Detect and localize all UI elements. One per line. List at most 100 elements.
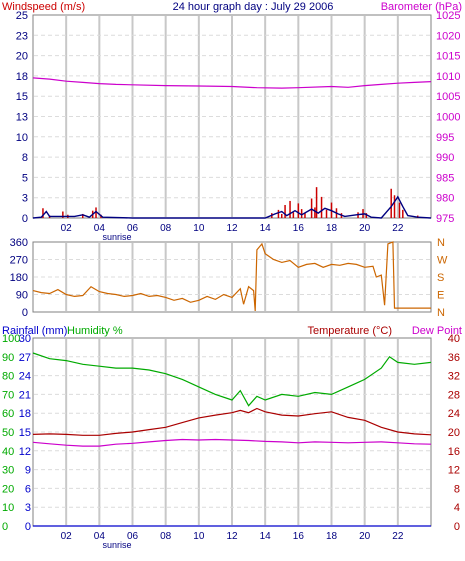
rainfall-axis-title: Rainfall (mm) <box>2 325 67 337</box>
wind-grid <box>34 16 430 217</box>
windspeed-tick-label: 23 <box>16 30 28 42</box>
hour-tick-label: 04 <box>94 531 106 542</box>
hour-tick-label: 02 <box>61 531 73 542</box>
temperature-tick-label: 36 <box>448 352 460 364</box>
hour-tick-label: 14 <box>260 223 272 234</box>
windspeed-tick-label: 20 <box>16 51 28 63</box>
rainfall-tick-label: 9 <box>25 465 31 477</box>
hour-tick-label: 16 <box>293 223 305 234</box>
barometer-axis-title: Barometer (hPa) <box>381 1 462 13</box>
direction-compass-label: W <box>437 255 448 267</box>
barometer-tick-label: 985 <box>436 172 454 184</box>
direction-compass-label: N <box>437 307 445 319</box>
temperature-tick-label: 8 <box>454 483 460 495</box>
climate-grid <box>34 339 430 525</box>
windspeed-tick-label: 10 <box>16 132 28 144</box>
temperature-tick-label: 20 <box>448 427 460 439</box>
temperature-tick-label: 28 <box>448 389 460 401</box>
temperature-tick-label: 24 <box>448 408 460 420</box>
direction-degree-label: 270 <box>10 255 28 267</box>
rainfall-tick-label: 6 <box>25 483 31 495</box>
humidity-axis-title: Humidity % <box>67 325 123 337</box>
windspeed-axis-title: Windspeed (m/s) <box>2 1 85 13</box>
windspeed-tick-label: 5 <box>22 172 28 184</box>
temperature-axis-title: Temperature (°C) <box>308 325 392 337</box>
rainfall-tick-label: 21 <box>19 389 31 401</box>
barometer-tick-label: 1000 <box>436 112 460 124</box>
temperature-tick-label: 4 <box>454 502 460 514</box>
wind-series <box>32 77 432 219</box>
rainfall-tick-label: 27 <box>19 352 31 364</box>
rainfall-tick-label: 24 <box>19 371 31 383</box>
barometer-tick-label: 1020 <box>436 30 460 42</box>
humidity-tick-label: 40 <box>2 446 14 458</box>
barometer-tick-label: 1015 <box>436 51 460 63</box>
barometer-line <box>32 77 432 89</box>
humidity-tick-label: 20 <box>2 483 14 495</box>
axis-ticks: 0358101315182023259759809859909951000100… <box>2 10 460 542</box>
barometer-tick-label: 1005 <box>436 91 460 103</box>
direction-degree-label: 90 <box>16 290 28 302</box>
hour-tick-label: 22 <box>392 223 404 234</box>
temperature-tick-label: 32 <box>448 371 460 383</box>
rainfall-tick-label: 15 <box>19 427 31 439</box>
hour-tick-label: 08 <box>160 223 172 234</box>
temperature-line <box>32 407 432 436</box>
dew-point-line <box>32 438 432 447</box>
rainfall-tick-label: 3 <box>25 502 31 514</box>
barometer-tick-label: 980 <box>436 193 454 205</box>
temperature-tick-label: 40 <box>448 333 460 345</box>
windspeed-tick-label: 3 <box>22 193 28 205</box>
humidity-tick-label: 10 <box>2 502 14 514</box>
hour-tick-label: 18 <box>326 531 338 542</box>
direction-degree-label: 360 <box>10 237 28 249</box>
humidity-tick-label: 0 <box>2 521 8 533</box>
humidity-tick-label: 80 <box>2 371 14 383</box>
hour-tick-label: 18 <box>326 223 338 234</box>
hour-tick-label: 06 <box>127 531 139 542</box>
windspeed-tick-label: 18 <box>16 71 28 83</box>
temperature-tick-label: 16 <box>448 446 460 458</box>
dew-point-axis-title: Dew Point <box>412 325 462 337</box>
gust-line <box>32 195 432 219</box>
windspeed-tick-label: 25 <box>16 10 28 22</box>
windspeed-tick-label: 15 <box>16 91 28 103</box>
temperature-tick-label: 12 <box>448 465 460 477</box>
barometer-tick-label: 975 <box>436 213 454 225</box>
barometer-tick-label: 1010 <box>436 71 460 83</box>
climate-series <box>32 352 432 527</box>
humidity-tick-label: 30 <box>2 465 14 477</box>
direction-degree-label: 0 <box>22 307 28 319</box>
rainfall-tick-label: 18 <box>19 408 31 420</box>
humidity-tick-label: 60 <box>2 408 14 420</box>
hour-tick-label: 02 <box>61 223 73 234</box>
hour-tick-label: 14 <box>260 531 272 542</box>
humidity-line <box>32 352 432 407</box>
hour-tick-label: 10 <box>193 223 205 234</box>
rainfall-tick-label: 12 <box>19 446 31 458</box>
chart-title: 24 hour graph day : July 29 2006 <box>173 1 334 13</box>
hour-tick-label: 12 <box>226 531 238 542</box>
direction-series <box>32 241 431 312</box>
wind-direction-line <box>32 241 431 312</box>
direction-degree-label: 180 <box>10 272 28 284</box>
direction-compass-label: N <box>437 237 445 249</box>
windspeed-tick-label: 0 <box>22 213 28 225</box>
humidity-tick-label: 50 <box>2 427 14 439</box>
sunrise-label-top: sunrise <box>102 232 131 242</box>
barometer-tick-label: 995 <box>436 132 454 144</box>
direction-compass-label: S <box>437 272 444 284</box>
hour-tick-label: 16 <box>293 531 305 542</box>
barometer-tick-label: 1025 <box>436 10 460 22</box>
humidity-tick-label: 70 <box>2 389 14 401</box>
windspeed-tick-label: 13 <box>16 112 28 124</box>
hour-tick-label: 20 <box>359 531 371 542</box>
direction-compass-label: E <box>437 290 444 302</box>
temperature-tick-label: 0 <box>454 521 460 533</box>
windspeed-tick-label: 8 <box>22 152 28 164</box>
hour-tick-label: 20 <box>359 223 371 234</box>
hour-tick-label: 10 <box>193 531 205 542</box>
hour-tick-label: 22 <box>392 531 404 542</box>
hour-tick-label: 12 <box>226 223 238 234</box>
